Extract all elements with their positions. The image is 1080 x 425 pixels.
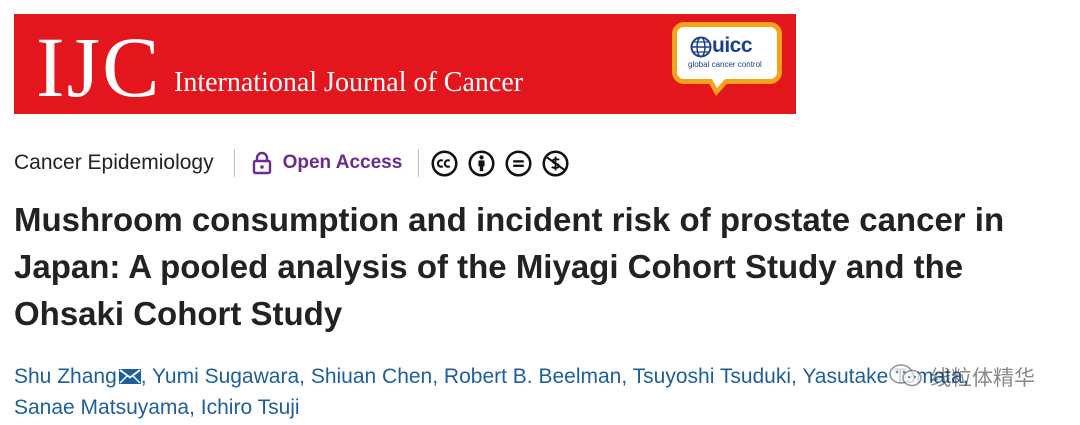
author-link[interactable]: Tsuyoshi Tsuduki	[633, 365, 791, 388]
uicc-tagline: global cancer control	[688, 60, 762, 69]
uicc-wordmark: uicc	[712, 34, 753, 57]
separator-comma: ,	[299, 365, 311, 388]
by-attribution-icon[interactable]	[468, 149, 495, 177]
separator-comma: ,	[791, 365, 803, 388]
nd-no-derivatives-icon[interactable]	[505, 149, 532, 177]
uicc-bubble-tail-inner	[711, 77, 727, 88]
watermark-text: 线粒体精华	[930, 366, 1035, 390]
separator-comma: ,	[189, 396, 201, 419]
divider	[233, 149, 235, 177]
wechat-watermark: 线粒体精华	[882, 359, 1072, 393]
author-list: Shu Zhang, Yumi Sugawara, Shiuan Chen, R…	[14, 361, 1076, 423]
author-name[interactable]: Ichiro Tsuji	[200, 396, 300, 419]
author-name[interactable]: Tsuyoshi Tsuduki	[632, 365, 792, 388]
article-category[interactable]: Cancer Epidemiology	[14, 151, 214, 174]
open-access-label[interactable]: Open Access	[282, 152, 403, 173]
author-link[interactable]: Robert B. Beelman	[444, 365, 621, 388]
ijc-logo: IJC	[36, 19, 162, 115]
uicc-logo: uicc global cancer control	[672, 22, 786, 104]
author-link[interactable]: Shiuan Chen	[311, 365, 432, 388]
author-link[interactable]: Yasutake Tomata	[802, 365, 962, 388]
author-link[interactable]: Shu Zhang	[14, 365, 141, 388]
separator-comma: ,	[621, 365, 633, 388]
author-name[interactable]: Yasutake Tomata	[802, 365, 963, 388]
author-name[interactable]: Shiuan Chen	[310, 365, 433, 388]
nc-non-commercial-icon[interactable]	[542, 149, 569, 177]
author-name[interactable]: Yumi Sugawara	[152, 365, 300, 388]
uicc-speech-bubble	[672, 22, 782, 84]
separator-comma: ,	[140, 365, 153, 388]
article-title: Mushroom consumption and incident risk o…	[14, 201, 1005, 332]
author-link[interactable]: Sanae Matsuyama	[14, 396, 189, 419]
license-icons[interactable]	[431, 149, 569, 177]
wechat-logo-icon	[889, 364, 922, 387]
mail-icon[interactable]	[118, 369, 141, 384]
author-name[interactable]: Shu Zhang	[14, 365, 117, 388]
globe-icon	[690, 36, 712, 58]
author-name[interactable]: Sanae Matsuyama	[14, 396, 190, 419]
lock-open-icon	[252, 151, 271, 175]
author-link[interactable]: Yumi Sugawara	[152, 365, 299, 388]
separator-comma: ,	[962, 365, 969, 388]
journal-name: International Journal of Cancer	[174, 67, 524, 98]
author-link[interactable]: Ichiro Tsuji	[201, 396, 300, 419]
cc-icon[interactable]	[431, 149, 458, 177]
article-meta-row: Cancer Epidemiology Open Access	[14, 146, 569, 180]
divider	[418, 149, 420, 177]
separator-comma: ,	[432, 365, 444, 388]
journal-banner[interactable]: IJC International Journal of Cancer uicc…	[14, 14, 796, 115]
author-name[interactable]: Robert B. Beelman	[443, 365, 622, 388]
